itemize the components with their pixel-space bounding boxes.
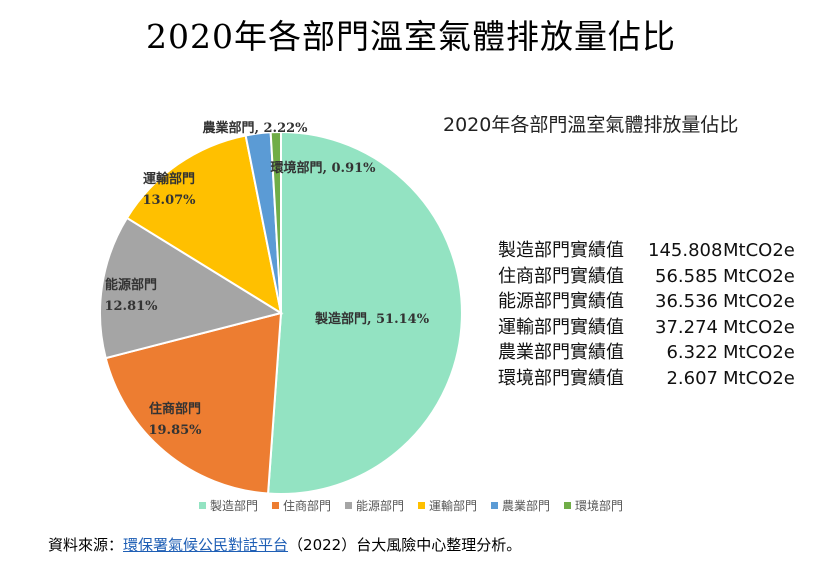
legend-item: 能源部門 [344,497,404,514]
values-row: 能源部門實績值 36.536 MtCO2e [498,289,795,315]
value-unit: MtCO2e [723,342,795,363]
pie-slice [125,134,283,316]
legend-item: 製造部門 [198,497,258,514]
value-number: 145.808 [648,240,723,261]
values-row: 製造部門實績值 145.808 MtCO2e [498,238,795,264]
values-table: 製造部門實績值 145.808 MtCO2e 住商部門實績值 56.585 Mt… [498,238,795,391]
slice-label: 環境部門, 0.91% [270,160,376,176]
source-suffix: （2022）台大風險中心整理分析。 [288,536,522,554]
pie-slice [266,130,463,495]
values-row: 農業部門實績值 6.322 MtCO2e [498,340,795,366]
chart-title: 2020年各部門溫室氣體排放量佔比 [443,114,739,136]
legend-label: 環境部門 [575,499,624,513]
legend-swatch [198,502,206,509]
legend-item: 農業部門 [491,497,550,514]
legend-label: 製造部門 [209,499,258,513]
value-number: 6.322 [666,342,718,363]
value-name: 住商部門實績值 [498,265,624,287]
source-link[interactable]: 環保署氣候公民對話平台 [123,536,289,554]
legend-item: 環境部門 [564,497,623,514]
legend-swatch [491,502,499,509]
pie-slice [104,311,283,495]
value-number: 2.607 [666,367,718,389]
legend-label: 能源部門 [355,499,404,513]
chart-legend: 製造部門 住商部門 能源部門 運輸部門 農業部門 環境部門 [0,497,822,514]
source-prefix: 資料來源： [48,536,124,554]
value-name: 能源部門實績值 [498,291,624,312]
value-number: 36.536 [655,291,718,312]
value-unit: MtCO2e [723,265,795,287]
page-title: 2020年各部門溫室氣體排放量佔比 [146,17,676,56]
slice-label: 農業部門, 2.22% [202,120,308,136]
values-row: 運輸部門實績值 37.274 MtCO2e [498,315,795,341]
legend-swatch [418,502,425,509]
value-unit: MtCO2e [723,240,795,261]
slice-label: 能源部門 12.81% [104,277,158,314]
value-name: 環境部門實績值 [498,367,624,389]
legend-label: 運輸部門 [429,499,478,513]
slice-label: 製造部門, 51.14% [314,311,430,327]
values-row: 住商部門實績值 56.585 MtCO2e [498,264,795,290]
pie-slice [98,216,284,360]
legend-label: 農業部門 [502,499,551,513]
values-row: 環境部門實績值 2.607 MtCO2e [498,366,795,392]
value-number: 37.274 [655,316,718,338]
pie-slice [269,130,282,314]
legend-item: 住商部門 [271,497,331,514]
slice-label: 運輸部門 13.07% [142,171,196,208]
legend-item: 運輸部門 [418,497,477,514]
source-note: 資料來源：環保署氣候公民對話平台（2022）台大風險中心整理分析。 [48,534,521,555]
value-name: 製造部門實績值 [498,240,624,261]
value-number: 56.585 [655,265,718,287]
value-unit: MtCO2e [723,316,795,338]
legend-swatch [564,502,572,509]
legend-label: 住商部門 [282,499,331,513]
value-unit: MtCO2e [723,291,795,312]
slice-label: 住商部門 19.85% [148,401,202,438]
legend-swatch [271,502,279,509]
legend-swatch [344,502,352,509]
value-name: 農業部門實績值 [498,342,624,363]
value-name: 運輸部門實績值 [498,316,624,338]
value-unit: MtCO2e [723,367,795,389]
